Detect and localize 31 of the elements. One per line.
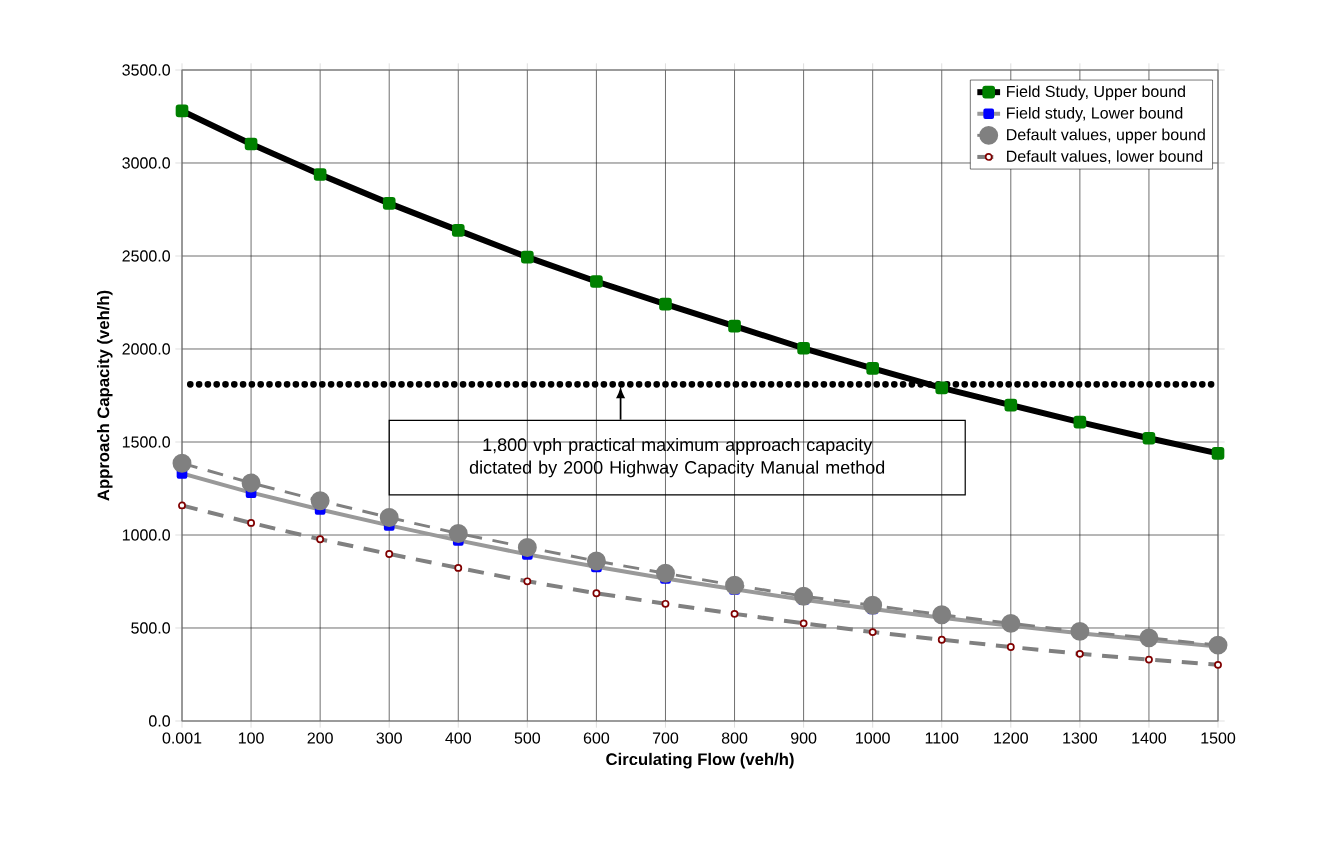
x-tick-label: 1300: [1063, 732, 1098, 744]
legend-label: Default values, upper bound: [1007, 128, 1205, 144]
x-tick-label: 300: [376, 732, 402, 744]
y-tick-label: 3500.0: [122, 64, 170, 76]
x-tick-label: 500: [514, 732, 541, 744]
x-tick-label: 700: [652, 732, 679, 744]
y-tick-label: 500.0: [131, 622, 171, 634]
x-tick-label: 100: [238, 732, 264, 744]
x-tick-label: 200: [307, 732, 333, 744]
x-tick-label: 1200: [994, 732, 1028, 744]
x-tick-label: 800: [721, 732, 748, 744]
x-tick-label: 1500: [1201, 732, 1236, 744]
y-tick-label: 1500.0: [122, 436, 170, 448]
legend-label: Field study, Lower bound: [1007, 106, 1183, 122]
y-tick-label: 2000.0: [122, 343, 170, 355]
x-tick-label: 1000: [856, 732, 890, 744]
legend-label: Field Study, Upper bound: [1007, 85, 1185, 101]
x-tick-label: 1400: [1132, 732, 1167, 744]
x-tick-label: 900: [791, 732, 817, 744]
x-tick-label: 400: [445, 732, 471, 744]
ref-line-label: 1,800 vph practical maximum approach capacity dictated by 2000 Highway Capacity Manual method: [469, 437, 885, 478]
y-tick-label: 1000.0: [122, 529, 170, 541]
y-tick-label: 2500.0: [122, 250, 170, 262]
x-tick-label: 0.001: [162, 732, 202, 744]
legend-label: Default values, lower bound: [1007, 150, 1203, 164]
x-axis-title: Circulating Flow (veh/h): [606, 752, 794, 769]
x-tick-label: 1100: [925, 732, 959, 744]
y-tick-label: 0.0: [149, 715, 171, 727]
y-tick-label: 3000.0: [122, 157, 170, 169]
x-tick-label: 600: [583, 732, 610, 744]
y-axis-title: Approach Capacity (veh/h): [96, 290, 113, 501]
